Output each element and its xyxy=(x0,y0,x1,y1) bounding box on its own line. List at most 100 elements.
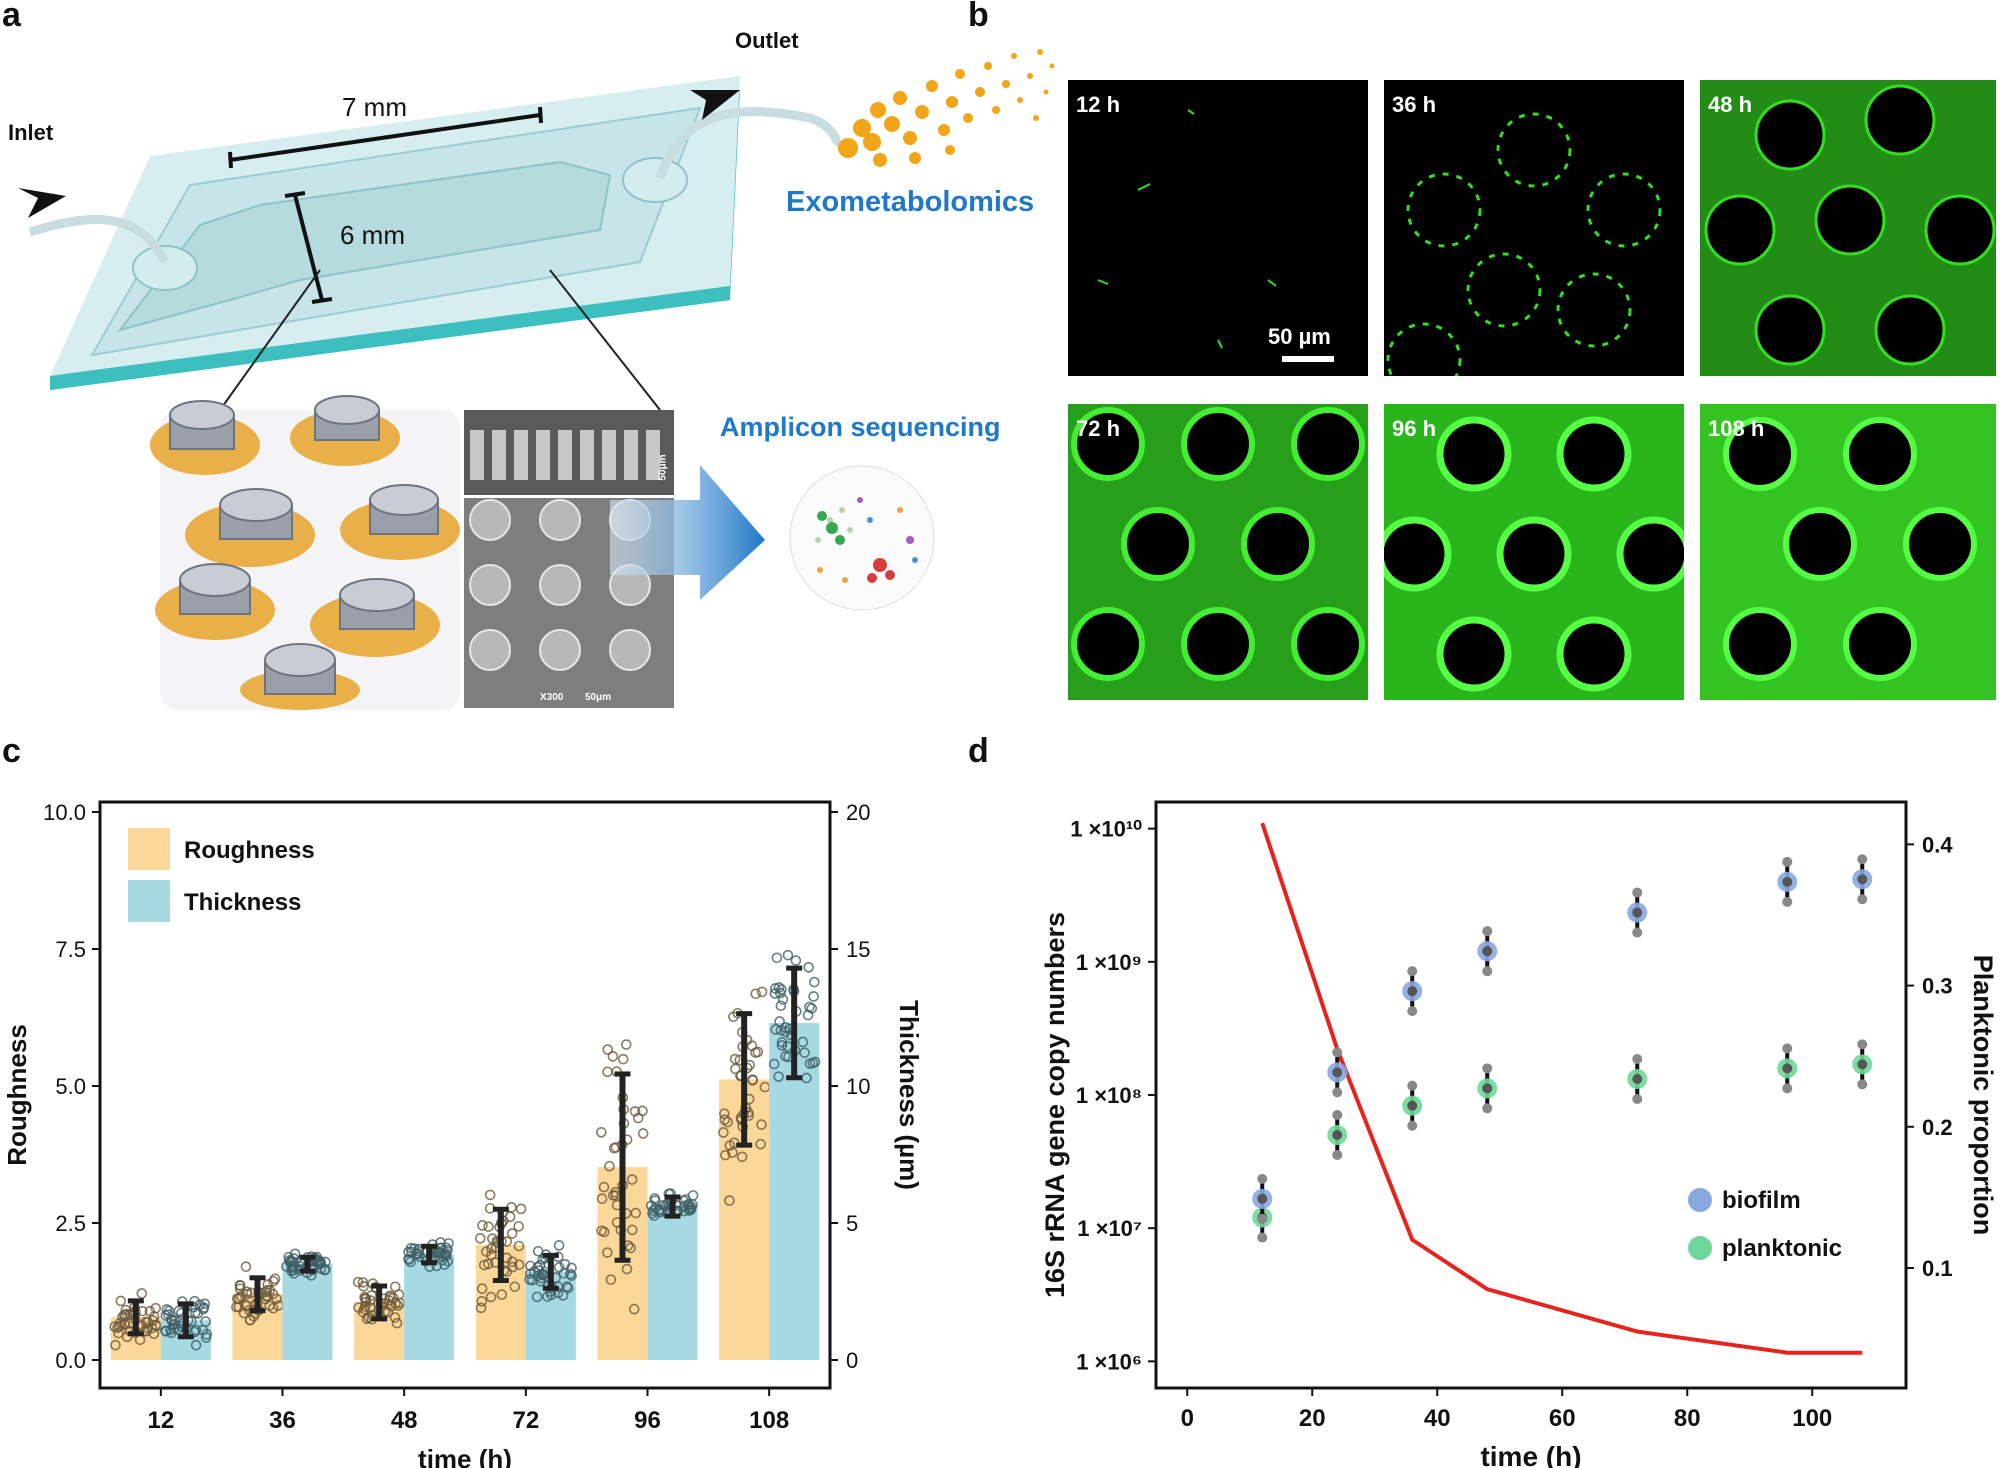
exometabolomics-label: Exometabolomics xyxy=(786,186,1035,218)
data-point xyxy=(755,1138,766,1150)
data-point xyxy=(406,1246,417,1258)
data-point xyxy=(558,1267,570,1279)
timepoint-96h: 96 h xyxy=(1392,416,1437,441)
data-point xyxy=(718,1127,729,1138)
replicate-dot xyxy=(1632,1074,1643,1085)
replicate-dot xyxy=(1857,854,1868,865)
data-point xyxy=(200,1316,211,1327)
data-point xyxy=(389,1312,401,1323)
data-point xyxy=(189,1326,201,1338)
data-point xyxy=(262,1279,273,1290)
replicate-dot xyxy=(1482,946,1493,957)
data-point xyxy=(234,1280,246,1292)
replicate-dot xyxy=(1482,926,1493,937)
timepoint-12h: 12 h xyxy=(1076,92,1121,117)
replicate-dot xyxy=(1257,1173,1268,1184)
replicate-dot xyxy=(1632,1054,1643,1065)
data-point xyxy=(236,1291,247,1302)
data-point xyxy=(515,1203,527,1215)
data-point xyxy=(780,1022,791,1033)
data-point xyxy=(476,1296,488,1307)
outlet-arrow-icon xyxy=(690,90,740,120)
y-tick-label: 1 ×10⁶ xyxy=(1076,1349,1142,1374)
data-point xyxy=(626,1174,638,1185)
y-right-tick-label: 0 xyxy=(846,1348,858,1373)
replicate-dot xyxy=(1782,1083,1793,1094)
data-point xyxy=(190,1324,202,1336)
data-point xyxy=(620,1039,632,1050)
data-point xyxy=(506,1228,518,1239)
micrograph-108h: 108 h xyxy=(1700,404,1996,700)
data-point xyxy=(608,1142,620,1154)
data-point xyxy=(637,1128,649,1139)
data-point xyxy=(649,1193,660,1204)
network-plot-icon xyxy=(789,465,935,611)
replicate-dot xyxy=(1782,1043,1793,1054)
inlet-arrow-icon xyxy=(18,188,66,218)
bar-thickness xyxy=(282,1264,333,1360)
data-point xyxy=(437,1251,449,1263)
data-point xyxy=(483,1221,494,1232)
replicate-dot xyxy=(1407,1100,1418,1111)
data-point xyxy=(165,1324,176,1336)
data-point xyxy=(532,1245,544,1257)
x-tick-label: 80 xyxy=(1674,1405,1701,1432)
data-point xyxy=(524,1274,535,1285)
data-point xyxy=(121,1331,133,1343)
length-dimension xyxy=(228,106,543,169)
data-point xyxy=(724,1195,735,1206)
sem-scale-top: 50μm xyxy=(657,454,669,481)
data-point xyxy=(531,1291,543,1303)
data-point xyxy=(389,1281,401,1293)
y-tick-label: 1 ×10⁷ xyxy=(1077,1216,1142,1241)
data-point xyxy=(719,1114,731,1126)
data-point xyxy=(780,1026,791,1038)
width-label: 6 mm xyxy=(340,220,405,250)
data-point xyxy=(747,1075,759,1086)
data-point xyxy=(756,1119,767,1130)
pillar-illustration xyxy=(150,395,460,710)
data-point xyxy=(365,1302,376,1313)
data-point xyxy=(403,1253,414,1265)
data-point xyxy=(474,1233,486,1244)
data-point xyxy=(288,1268,300,1279)
replicate-dot xyxy=(1857,1059,1868,1070)
data-point xyxy=(200,1332,212,1343)
replicate-dot xyxy=(1857,1079,1868,1090)
bar-thickness xyxy=(404,1254,455,1360)
data-point xyxy=(240,1261,252,1273)
device-illustration xyxy=(18,49,1055,710)
micrograph-72h: 72 h xyxy=(1068,404,1368,700)
replicate-dot xyxy=(1407,966,1418,977)
inlet-label: Inlet xyxy=(8,120,54,145)
sem-image-side xyxy=(464,410,674,495)
data-point xyxy=(412,1248,424,1260)
data-point xyxy=(476,1283,488,1294)
replicate-dot xyxy=(1407,1006,1418,1017)
data-point xyxy=(366,1290,377,1301)
replicate-dot xyxy=(1632,927,1643,938)
data-point xyxy=(238,1307,250,1319)
data-point xyxy=(475,1302,487,1314)
sem-magnification: X300 xyxy=(540,692,564,703)
x-tick-label: 72 xyxy=(512,1407,539,1434)
data-point xyxy=(141,1325,153,1337)
data-point xyxy=(777,994,789,1005)
data-point xyxy=(769,988,781,999)
data-point xyxy=(190,1339,202,1351)
data-point xyxy=(724,1140,736,1151)
replicate-dot xyxy=(1632,907,1643,918)
legend-label-planktonic: planktonic xyxy=(1722,1235,1842,1262)
x-tick-label: 20 xyxy=(1299,1405,1326,1432)
micrograph-96h: 96 h xyxy=(1384,404,1684,700)
replicate-dot xyxy=(1482,966,1493,977)
replicate-dot xyxy=(1632,887,1643,898)
data-point xyxy=(770,1024,782,1035)
data-point xyxy=(596,1193,608,1205)
legend-swatch-roughness xyxy=(128,828,170,870)
y-right-tick-label: 0.1 xyxy=(1922,1256,1953,1281)
data-point xyxy=(632,1112,644,1124)
data-point xyxy=(607,1051,619,1062)
data-point xyxy=(802,1009,814,1021)
bar-thickness xyxy=(647,1206,698,1360)
